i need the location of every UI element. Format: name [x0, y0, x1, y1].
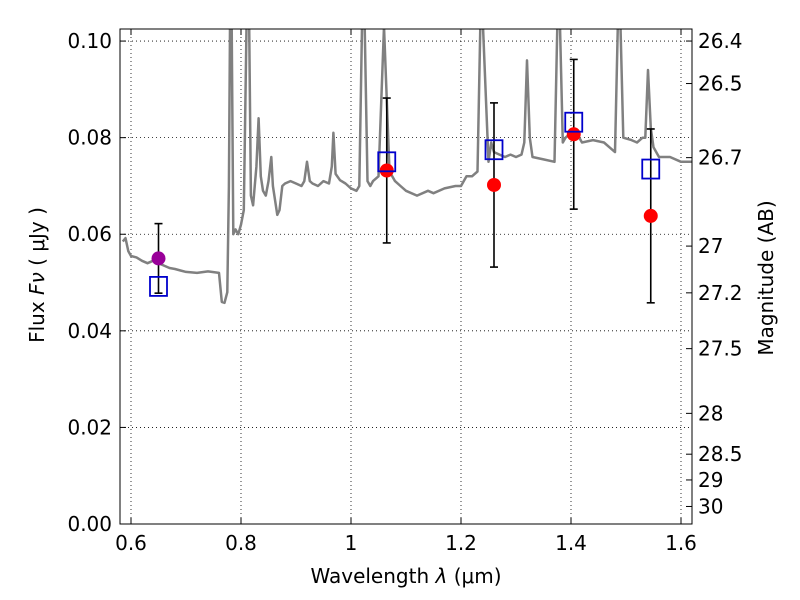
y-tick-label: 0.08 — [67, 126, 112, 150]
data-point-layer — [149, 111, 661, 297]
x-axis-label-symbol: λ — [435, 564, 448, 588]
y-axis-label: Flux Fν ( μJy ) — [25, 207, 49, 343]
sed-curve-layer — [121, 29, 692, 305]
model-flux-square — [377, 151, 397, 173]
measured-flux-point — [566, 127, 581, 142]
measured-flux-point — [487, 177, 501, 192]
measured-flux-point — [643, 208, 658, 223]
x-axis-label-units: (μm) — [454, 564, 502, 588]
y2-tick-label: 26.4 — [698, 29, 743, 53]
x-tick-label: 1.4 — [555, 531, 587, 555]
x-axis-label: Wavelength λ (μm) — [310, 564, 501, 588]
y2-tick-label: 26.7 — [698, 146, 743, 170]
x-axis-label-prefix: Wavelength — [310, 564, 429, 588]
model-flux-square — [484, 139, 504, 161]
tick-layer: 0.6 0.8 1 1.2 1.4 1.6 0.00 0.02 0.04 0.06 0.08 0.10… — [67, 29, 743, 555]
y-axis-label-units: ( μJy ) — [25, 207, 49, 266]
x-tick-label: 1.2 — [445, 531, 477, 555]
y2-axis-label: Magnitude (AB) — [754, 200, 778, 355]
y2-tick-label: 30 — [698, 494, 723, 518]
sed-model-line — [121, 29, 692, 305]
y-tick-label: 0.04 — [67, 319, 112, 343]
y2-tick-label: 27 — [698, 234, 723, 258]
plot-frame — [119, 28, 693, 525]
y-tick-label: 0.10 — [67, 29, 112, 53]
y2-tick-label: 27.2 — [698, 281, 743, 305]
x-tick-label: 1.6 — [665, 531, 697, 555]
x-tick-label: 0.6 — [115, 531, 147, 555]
y2-tick-label: 26.5 — [698, 72, 743, 96]
y-tick-label: 0.02 — [67, 415, 112, 439]
model-flux-square — [564, 111, 584, 133]
y2-tick-label: 28.5 — [698, 442, 743, 466]
x-tick-label: 1 — [345, 531, 358, 555]
model-flux-square — [641, 158, 661, 180]
x-tick-label: 0.8 — [225, 531, 257, 555]
grid — [120, 29, 692, 525]
y-tick-label: 0.00 — [67, 512, 112, 536]
y2-tick-label: 29 — [698, 468, 723, 492]
y2-tick-label: 27.5 — [698, 337, 743, 361]
measured-flux-point — [151, 251, 166, 266]
y-tick-label: 0.06 — [67, 222, 112, 246]
y-axis-label-prefix: Flux — [25, 301, 49, 343]
y-axis-label-symbol: Fν — [25, 272, 49, 295]
y2-tick-label: 28 — [698, 401, 723, 425]
model-flux-square — [149, 275, 168, 297]
